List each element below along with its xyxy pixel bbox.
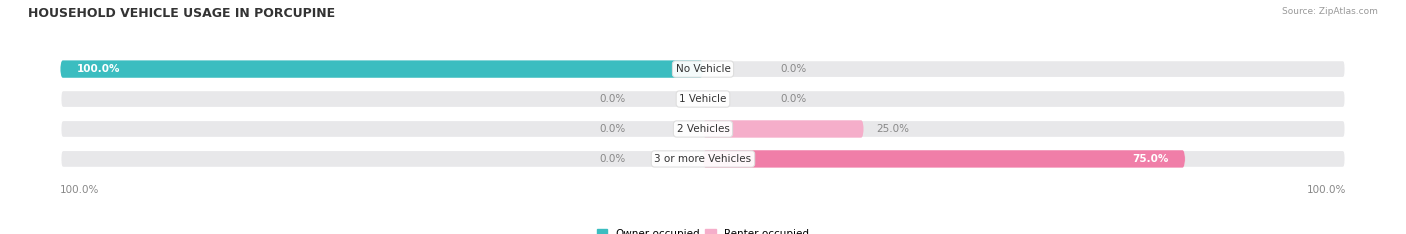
Text: 1 Vehicle: 1 Vehicle: [679, 94, 727, 104]
FancyBboxPatch shape: [60, 60, 703, 78]
FancyBboxPatch shape: [703, 150, 1185, 168]
Text: 0.0%: 0.0%: [599, 94, 626, 104]
FancyBboxPatch shape: [60, 150, 1346, 168]
Text: 2 Vehicles: 2 Vehicles: [676, 124, 730, 134]
Text: 0.0%: 0.0%: [599, 154, 626, 164]
FancyBboxPatch shape: [60, 120, 1346, 138]
FancyBboxPatch shape: [60, 90, 1346, 108]
Legend: Owner-occupied, Renter-occupied: Owner-occupied, Renter-occupied: [596, 229, 810, 234]
Text: 25.0%: 25.0%: [876, 124, 910, 134]
Text: 100.0%: 100.0%: [1306, 185, 1346, 195]
Text: HOUSEHOLD VEHICLE USAGE IN PORCUPINE: HOUSEHOLD VEHICLE USAGE IN PORCUPINE: [28, 7, 335, 20]
Text: 0.0%: 0.0%: [780, 64, 807, 74]
Text: Source: ZipAtlas.com: Source: ZipAtlas.com: [1282, 7, 1378, 16]
Text: 3 or more Vehicles: 3 or more Vehicles: [654, 154, 752, 164]
Text: 100.0%: 100.0%: [76, 64, 120, 74]
Text: 100.0%: 100.0%: [60, 185, 100, 195]
FancyBboxPatch shape: [60, 60, 1346, 78]
Text: No Vehicle: No Vehicle: [675, 64, 731, 74]
FancyBboxPatch shape: [703, 120, 863, 138]
Text: 0.0%: 0.0%: [780, 94, 807, 104]
Text: 0.0%: 0.0%: [599, 124, 626, 134]
Text: 75.0%: 75.0%: [1133, 154, 1168, 164]
